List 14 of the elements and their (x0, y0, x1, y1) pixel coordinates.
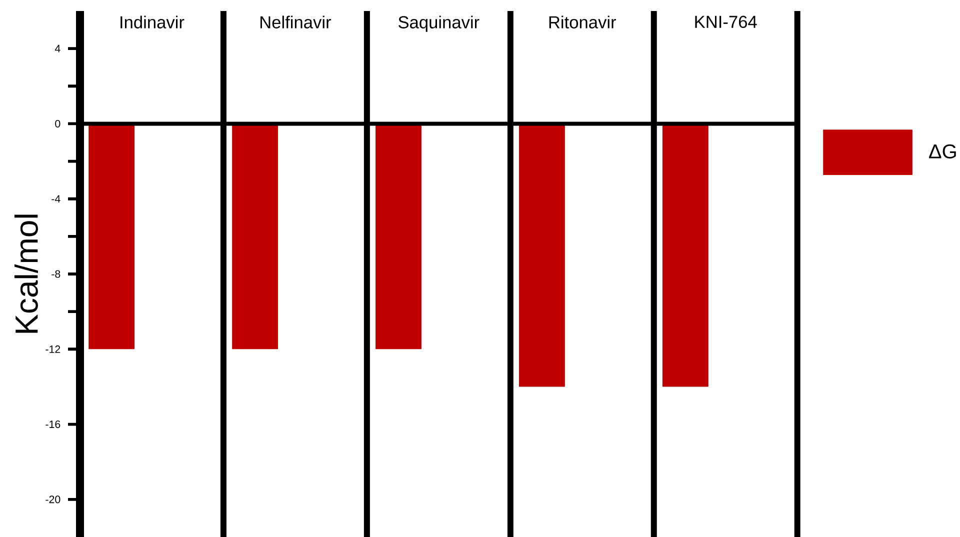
x-tick-label: Nelfinavir (260, 16, 332, 28)
y-tick-label: -8 (52, 270, 60, 278)
y-tick-label: -20 (46, 496, 60, 504)
y-tick-label: -12 (46, 345, 60, 353)
y-tick-label: -16 (46, 420, 60, 428)
y-tick-label: 0 (55, 120, 60, 128)
x-tick-label: KNI-764 (695, 16, 757, 28)
x-tick-label: Indinavir (120, 16, 184, 28)
x-tick-label: Saquinavir (398, 16, 480, 32)
x-tick-label: Ritonavir (549, 16, 616, 28)
y-tick-label: -4 (52, 195, 60, 203)
y-axis-title: Kcal/mol (14, 214, 38, 333)
y-tick-label: 4 (54, 44, 60, 52)
legend-label: ΔG (929, 144, 956, 158)
